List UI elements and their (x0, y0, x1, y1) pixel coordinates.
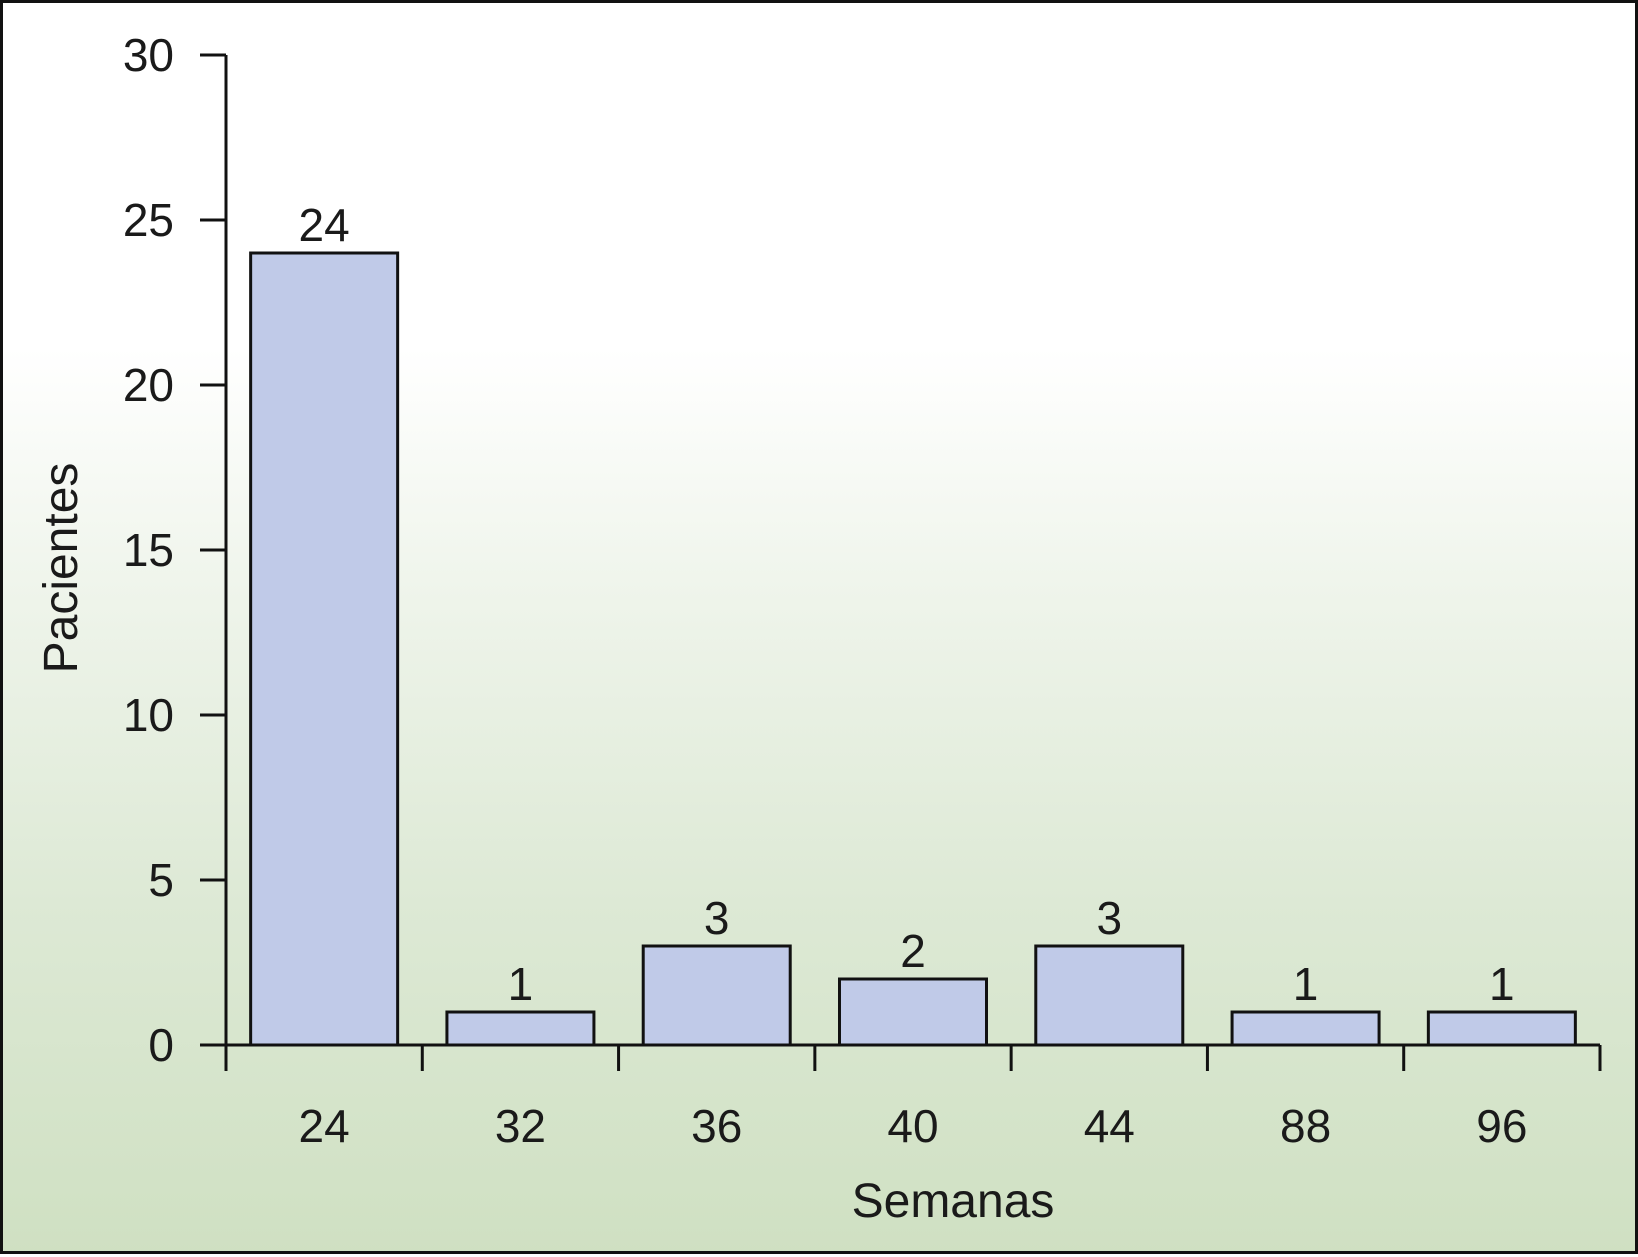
y-tick-label: 15 (123, 524, 174, 576)
x-tick-label: 24 (299, 1100, 350, 1152)
x-tick-label: 96 (1476, 1100, 1527, 1152)
bar-value-label: 1 (508, 958, 534, 1010)
x-axis-title: Semanas (852, 1175, 1055, 1228)
y-tick-label: 30 (123, 29, 174, 81)
y-axis-title: Pacientes (35, 463, 88, 674)
x-axis-ticks: 24 32 36 40 44 88 96 (224, 1045, 1602, 1152)
bar-value-label: 1 (1293, 958, 1319, 1010)
y-tick-label: 5 (148, 854, 174, 906)
x-tick-label: 40 (887, 1100, 938, 1152)
y-tick-label: 10 (123, 689, 174, 741)
x-tick-label: 44 (1084, 1100, 1135, 1152)
bar-value-label: 3 (704, 892, 730, 944)
bar (445, 1010, 596, 1047)
bar-value-label: 1 (1489, 958, 1515, 1010)
bar-value-label: 24 (299, 199, 350, 251)
bar-value-label: 3 (1096, 892, 1122, 944)
bar (838, 977, 988, 1047)
bar (1426, 1010, 1577, 1047)
y-axis-ticks: 0 5 10 15 20 25 30 (123, 29, 226, 1071)
bar (249, 251, 400, 1047)
bar (1230, 1010, 1381, 1047)
y-tick-label: 0 (148, 1019, 174, 1071)
bar-value-label: 2 (900, 925, 926, 977)
x-tick-label: 32 (495, 1100, 546, 1152)
x-tick-label: 88 (1280, 1100, 1331, 1152)
bar (1034, 944, 1185, 1047)
y-tick-label: 25 (123, 194, 174, 246)
x-tick-label: 36 (691, 1100, 742, 1152)
bar (641, 944, 792, 1047)
bars (249, 251, 1577, 1047)
y-tick-label: 20 (123, 359, 174, 411)
